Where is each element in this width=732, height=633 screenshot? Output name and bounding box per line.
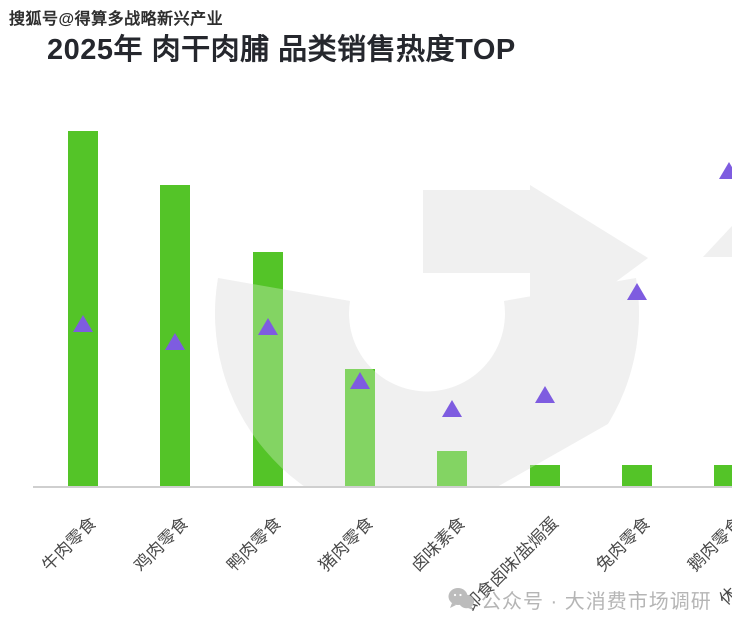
triangle-marker (442, 400, 463, 417)
chart-title: 2025年 肉干肉脯 品类销售热度TOP (47, 34, 516, 66)
triangle-marker (719, 162, 732, 179)
triangle-marker (349, 372, 370, 389)
triangle-marker (73, 315, 93, 332)
bar (714, 465, 732, 486)
x-label-partial: 休 (715, 583, 732, 609)
triangle-marker (257, 318, 278, 335)
x-axis-line (33, 486, 732, 488)
wechat-watermark-text: 公众号 · 大消费市场调研 (481, 590, 712, 613)
sohu-watermark: 搜狐号@得算多战略新兴产业 (9, 11, 224, 28)
bar (68, 131, 98, 486)
bar (621, 465, 652, 486)
triangle-marker (626, 283, 647, 300)
bar (252, 252, 283, 486)
wechat-icon (448, 588, 474, 610)
bar (437, 451, 468, 486)
wechat-watermark: 公众号 · 大消费市场调研 (446, 584, 712, 614)
triangle-marker (165, 333, 186, 350)
bar (529, 465, 560, 486)
triangle-marker (534, 386, 555, 403)
